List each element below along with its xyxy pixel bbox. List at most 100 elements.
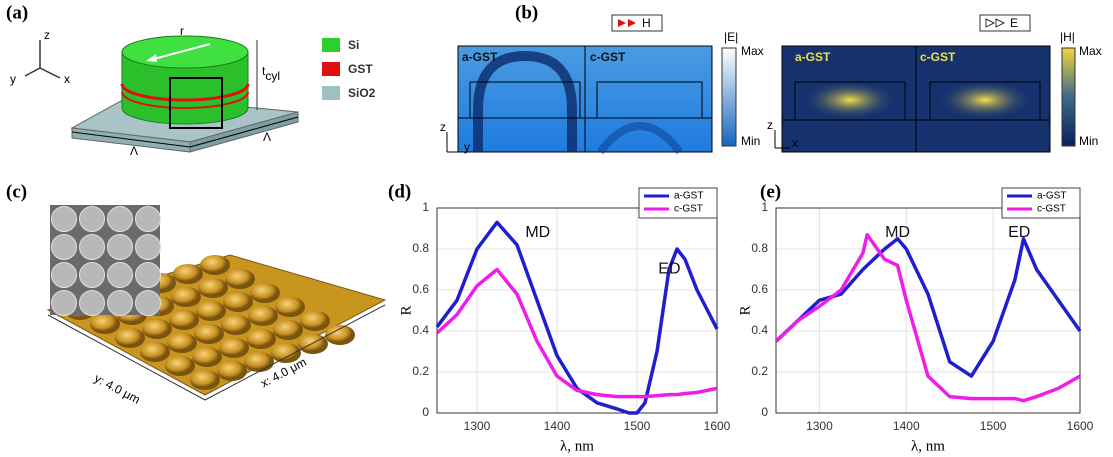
surface-bump: [196, 301, 226, 321]
surface-bump: [200, 255, 230, 275]
y-tick-label: 1: [422, 200, 429, 214]
sem-disk: [108, 263, 133, 288]
phase-label: c-GST: [920, 50, 956, 64]
x-axis-label: λ, nm: [911, 438, 945, 454]
surface-bump: [223, 292, 253, 312]
surface-bump: [273, 320, 303, 340]
phase-label: a-GST: [462, 50, 498, 64]
x-tick-label: 1600: [704, 419, 731, 433]
height-label: tcyl: [262, 64, 280, 83]
bar-title: |H|: [1060, 30, 1075, 44]
panel-label: (b): [515, 2, 538, 23]
field-label: H: [642, 16, 651, 30]
surface-bump: [250, 283, 280, 303]
plot-area: [437, 208, 717, 413]
legend-label: a-GST: [674, 191, 703, 202]
axis-label: z: [440, 120, 446, 134]
sem-disk: [136, 263, 161, 288]
panel-c: (c) y: 4.0 μm x: 4.0 μm: [6, 181, 385, 406]
sem-disk: [108, 291, 133, 316]
surface-bump: [219, 338, 249, 358]
x-tick-label: 1600: [1067, 419, 1094, 433]
y-tick-label: 0.8: [412, 241, 429, 255]
surface-bump: [173, 264, 203, 284]
y-tick-label: 0.6: [412, 282, 429, 296]
sem-disk: [80, 263, 105, 288]
axis-label: x: [792, 136, 798, 150]
period-label: Λ: [263, 130, 271, 144]
x-tick-label: 1500: [980, 419, 1007, 433]
radius-label: r: [180, 24, 184, 38]
x-tick-label: 1500: [624, 419, 651, 433]
annotation: MD: [885, 224, 910, 241]
bar-tick: Min: [1079, 134, 1098, 148]
surface-bump: [198, 278, 228, 298]
surface-bump: [192, 347, 222, 367]
axis-label: z: [44, 28, 50, 42]
annotation: ED: [1008, 224, 1030, 241]
panel-label: (d): [388, 181, 411, 202]
sem-disk: [52, 207, 77, 232]
panel-a: (a) z y x r tcyl Λ Λ Si GST SiO2: [6, 2, 376, 158]
y-tick-label: 0: [422, 405, 429, 419]
sem-disk: [136, 235, 161, 260]
surface-bump: [225, 269, 255, 289]
surface-bump: [142, 319, 172, 339]
y-axis-label: R: [398, 305, 414, 315]
sem-disk: [80, 291, 105, 316]
legend-label: Si: [348, 38, 359, 52]
x-tick-label: 1400: [544, 419, 571, 433]
plot-area: [776, 208, 1080, 413]
surface-bump: [165, 356, 195, 376]
x-tick-label: 1300: [806, 419, 833, 433]
panel-label: (a): [6, 2, 28, 23]
y-tick-label: 1: [761, 200, 768, 214]
phase-label: a-GST: [795, 50, 831, 64]
y-tick-label: 0.6: [751, 282, 768, 296]
period-label: Λ: [130, 144, 138, 158]
surface-bump: [246, 329, 276, 349]
surface-bump: [221, 315, 251, 335]
surface-bump: [115, 328, 145, 348]
axis-label: z: [767, 118, 773, 132]
surface-bump: [167, 333, 197, 353]
scale-label: y: 4.0 μm: [92, 371, 142, 407]
field-label: E: [1010, 16, 1018, 30]
bar-tick: Max: [1079, 44, 1102, 58]
figure: (a) z y x r tcyl Λ Λ Si GST SiO2 (b) H E…: [0, 0, 1113, 457]
axis-label: x: [64, 72, 70, 86]
y-tick-label: 0.4: [751, 323, 768, 337]
y-tick-label: 0.8: [751, 241, 768, 255]
bar-tick: Max: [741, 44, 764, 58]
surface-bump: [194, 324, 224, 344]
sem-disk: [136, 207, 161, 232]
panel-label: (c): [6, 181, 27, 202]
sem-disk: [136, 291, 161, 316]
surface-bump: [169, 310, 199, 330]
surface-bump: [248, 306, 278, 326]
y-tick-label: 0.4: [412, 323, 429, 337]
surface-bump: [325, 325, 355, 345]
legend-label: c-GST: [1037, 204, 1066, 215]
surface-bump: [190, 370, 220, 390]
surface-bump: [244, 352, 274, 372]
legend-label: c-GST: [674, 204, 703, 215]
surface-bump: [275, 297, 305, 317]
sem-disk: [52, 263, 77, 288]
sem-disk: [52, 235, 77, 260]
surface-bump: [140, 342, 170, 362]
annotation: ED: [658, 261, 680, 278]
sem-disk: [108, 235, 133, 260]
surface-bump: [217, 361, 247, 381]
sem-disk: [80, 235, 105, 260]
x-tick-label: 1400: [893, 419, 920, 433]
height-sub: cyl: [265, 69, 280, 83]
y-axis-label: R: [737, 305, 753, 315]
sem-disk: [80, 207, 105, 232]
legend-label: SiO2: [348, 86, 376, 100]
y-tick-label: 0.2: [412, 364, 429, 378]
surface-bump: [90, 314, 120, 334]
surface-bump: [171, 287, 201, 307]
y-tick-label: 0: [761, 405, 768, 419]
phase-label: c-GST: [590, 50, 626, 64]
